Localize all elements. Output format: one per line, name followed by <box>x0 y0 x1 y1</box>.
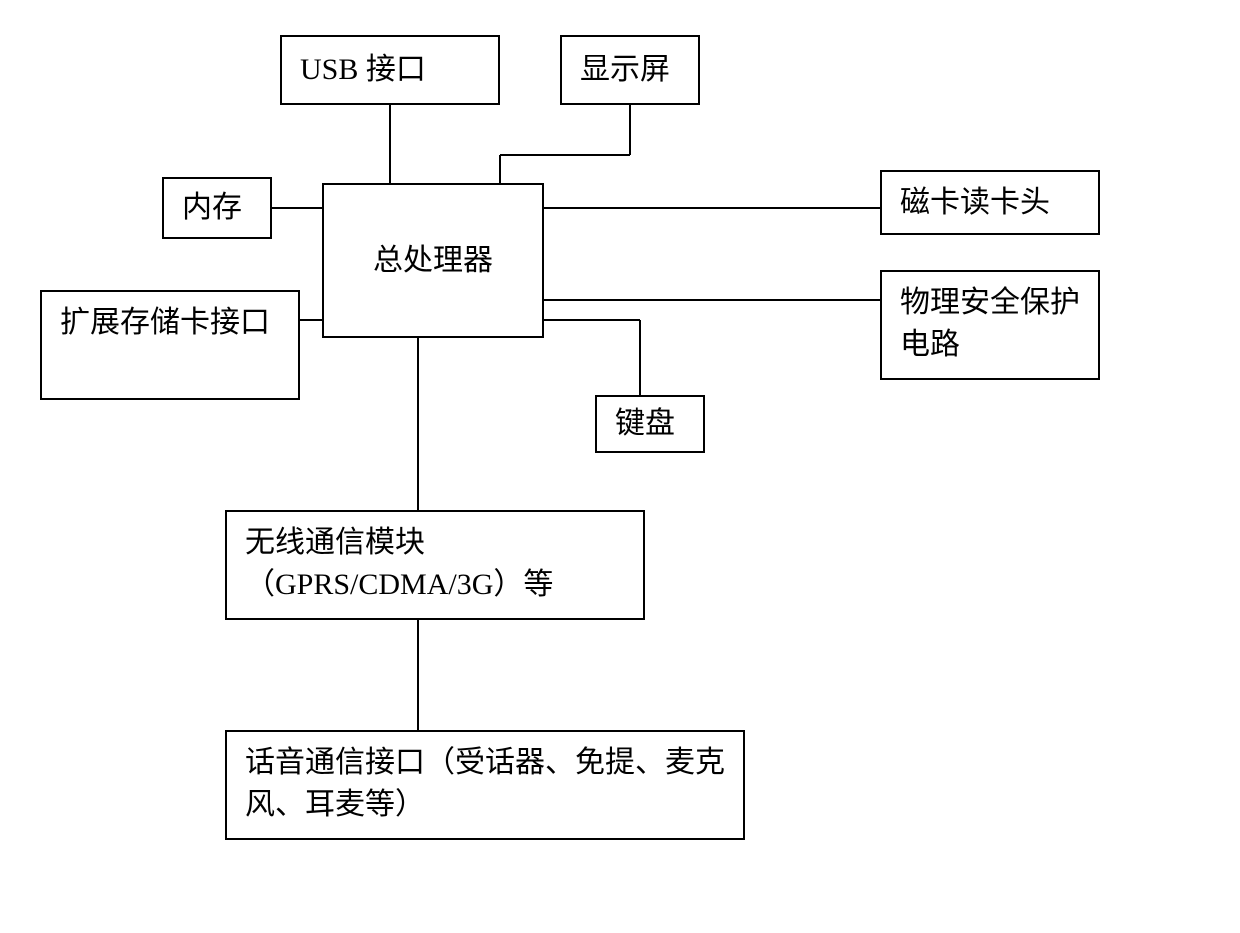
node-keyboard: 键盘 <box>595 395 705 453</box>
system-block-diagram: USB 接口 显示屏 内存 总处理器 磁卡读卡头 物理安全保护电路 扩展存储卡接… <box>0 0 1240 933</box>
node-label: 显示屏 <box>580 49 670 91</box>
node-processor: 总处理器 <box>322 183 544 338</box>
node-security: 物理安全保护电路 <box>880 270 1100 380</box>
node-label: 话音通信接口（受话器、免提、麦克风、耳麦等） <box>245 742 725 826</box>
node-label: 无线通信模块（GPRS/CDMA/3G）等 <box>245 522 625 606</box>
node-label: 内存 <box>182 187 242 229</box>
node-label: 键盘 <box>615 403 675 445</box>
node-voice: 话音通信接口（受话器、免提、麦克风、耳麦等） <box>225 730 745 840</box>
node-label: 扩展存储卡接口 <box>60 302 270 344</box>
node-usb: USB 接口 <box>280 35 500 105</box>
node-wireless: 无线通信模块（GPRS/CDMA/3G）等 <box>225 510 645 620</box>
node-memory: 内存 <box>162 177 272 239</box>
node-magcard: 磁卡读卡头 <box>880 170 1100 235</box>
node-storage: 扩展存储卡接口 <box>40 290 300 400</box>
node-label: 磁卡读卡头 <box>900 182 1050 224</box>
node-label: 物理安全保护电路 <box>900 282 1080 366</box>
node-display: 显示屏 <box>560 35 700 105</box>
node-label: 总处理器 <box>373 240 493 282</box>
node-label: USB 接口 <box>300 49 426 91</box>
